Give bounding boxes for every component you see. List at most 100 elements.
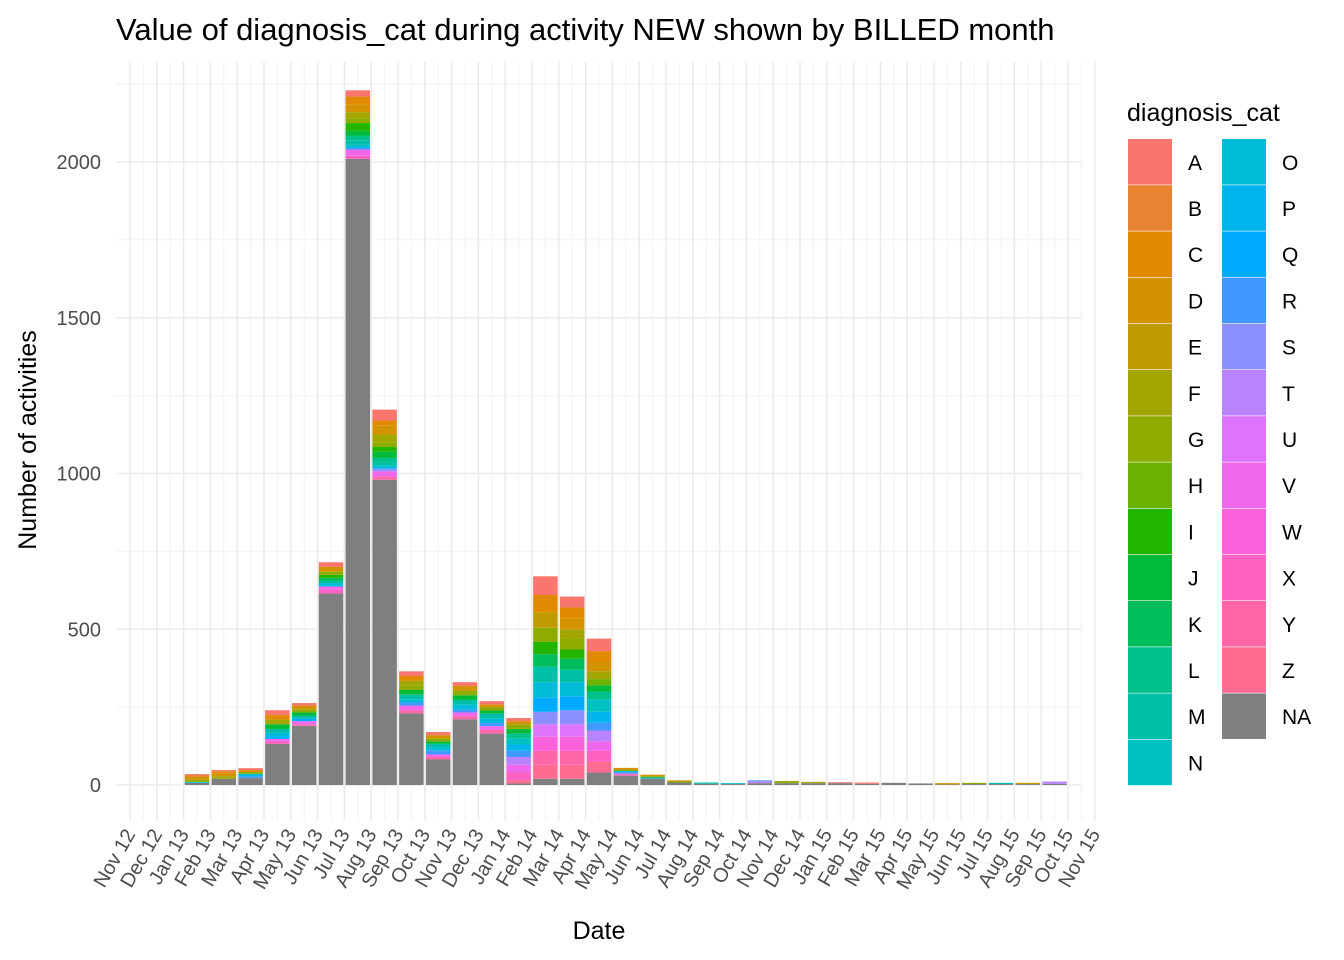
legend-label: P — [1282, 198, 1296, 221]
bar-segment-j — [345, 130, 371, 136]
legend-key — [1128, 462, 1172, 508]
legend-key — [1128, 185, 1172, 231]
legend-label: W — [1282, 521, 1302, 544]
bar-segment-v — [372, 471, 397, 477]
bar-segment-b — [184, 775, 210, 777]
legend-item: P — [1222, 185, 1296, 231]
bar-segment-na — [211, 778, 237, 785]
bar-segment-k — [318, 577, 344, 581]
bar-segment-na — [640, 778, 665, 785]
legend-key — [1222, 185, 1266, 231]
legend-key — [1128, 739, 1172, 786]
bar-segment-m — [425, 743, 451, 747]
bar-segment-d — [586, 661, 612, 672]
bar-segment-o — [479, 718, 505, 724]
bar-segment-c — [265, 714, 290, 720]
bar-segment-m — [291, 715, 317, 719]
bar-segment-k — [559, 658, 585, 670]
bar-segment-x — [586, 750, 612, 762]
legend-key — [1128, 323, 1172, 370]
bar-segment-f — [265, 719, 290, 725]
bar-stack — [693, 782, 719, 785]
legend-key — [1128, 277, 1172, 324]
bar-stack — [720, 783, 746, 785]
bar-segment-y — [372, 476, 397, 480]
bar-stack — [425, 732, 451, 785]
bar-segment-g — [479, 707, 505, 711]
bar-segment-g — [533, 627, 558, 642]
bar-segment-na — [908, 783, 933, 785]
legend-label: NA — [1282, 706, 1311, 729]
bar-stack — [1042, 781, 1067, 785]
bar-stack — [827, 782, 853, 785]
bar-segment-m — [559, 669, 585, 683]
legend-item: K — [1128, 601, 1202, 647]
bar-segment-a — [506, 718, 531, 722]
bar-segment-g — [184, 779, 210, 782]
bar-segment-l — [345, 135, 371, 141]
bar-segment-g — [399, 685, 424, 690]
bar-segment-l — [586, 691, 612, 700]
bar-stack — [801, 781, 826, 785]
bar-segment-a — [827, 782, 853, 784]
bar-segment-d — [291, 705, 317, 710]
bar-segment-a — [586, 638, 612, 652]
legend-key — [1222, 370, 1266, 416]
legend-item: A — [1128, 139, 1202, 185]
bar-segment-na — [801, 783, 826, 785]
legend-key — [1128, 231, 1172, 277]
bar-segment-j — [452, 695, 478, 700]
bar-stack — [908, 783, 933, 785]
bar-segment-o — [452, 704, 478, 710]
bar-segment-y — [425, 756, 451, 760]
bar-stack — [854, 782, 880, 785]
y-tick-label: 1000 — [57, 464, 102, 486]
bar-segment-u — [559, 724, 585, 737]
bar-segment-d — [640, 774, 665, 777]
bar-segment-g — [238, 771, 263, 774]
bar-stack — [559, 596, 585, 785]
bar-segment-d — [506, 721, 531, 725]
y-tick-label: 0 — [90, 775, 101, 797]
bar-segment-o — [184, 781, 210, 783]
bar-stack — [881, 782, 907, 785]
bar-segment-j — [291, 712, 317, 716]
bar-segment-f — [372, 434, 397, 443]
bar-segment-r — [425, 750, 451, 755]
legend-key — [1128, 693, 1172, 739]
bar-segment-a — [318, 562, 344, 567]
bar-segment-a — [184, 774, 210, 776]
legend-item: N — [1128, 739, 1203, 786]
bar-segment-y — [399, 710, 424, 714]
legend-item: NA — [1222, 693, 1311, 739]
bar-segment-j — [479, 710, 505, 714]
bar-segment-j — [506, 728, 531, 734]
bar-segment-m — [479, 713, 505, 719]
bars — [184, 90, 1067, 785]
bar-segment-z — [586, 761, 612, 773]
bar-segment-v — [479, 726, 505, 730]
bar-stack — [613, 767, 639, 785]
bar-stack — [1015, 782, 1041, 785]
bar-segment-r — [345, 147, 371, 150]
bar-segment-a — [854, 782, 880, 784]
bar-segment-d — [372, 425, 397, 435]
legend-key — [1222, 462, 1266, 508]
bar-segment-v — [345, 149, 371, 156]
bar-segment-p — [506, 744, 531, 751]
legend-label: T — [1282, 383, 1295, 406]
legend-label: Z — [1282, 660, 1295, 683]
legend-key — [1128, 601, 1172, 647]
legend-key — [1128, 508, 1172, 555]
bar-segment-na — [613, 775, 639, 785]
bar-segment-g — [613, 769, 639, 771]
bar-stack — [291, 703, 317, 785]
bar-segment-o — [265, 732, 290, 737]
bar-stack — [988, 782, 1014, 785]
legend-key — [1222, 416, 1266, 462]
legend-key — [1128, 647, 1172, 693]
bar-segment-q — [291, 718, 317, 722]
bar-segment-d — [935, 783, 960, 785]
bar-segment-c — [345, 96, 371, 105]
